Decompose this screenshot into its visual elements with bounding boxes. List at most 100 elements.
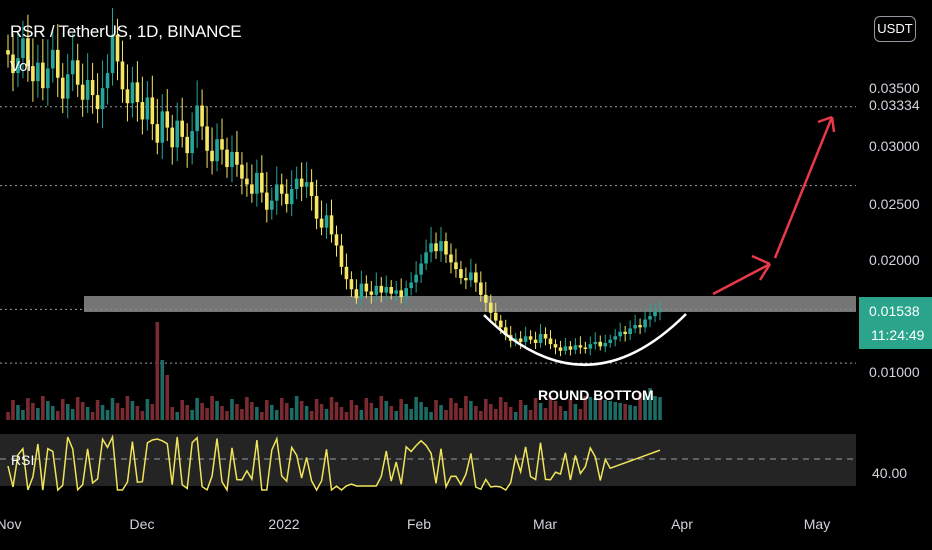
candle-body [200,105,204,127]
volume-bar [464,396,468,420]
volume-bar [359,410,364,420]
candle-body [474,272,478,283]
candle-body [374,285,379,295]
volume-bar [339,407,344,420]
candle-body [493,312,498,321]
candle-body [379,285,384,293]
candle-body [648,316,652,320]
candle-body [324,215,329,228]
candle-body [444,241,448,255]
last-price-value: 0.01538 [869,303,920,319]
volume-bar [50,406,55,420]
candle-body [185,136,189,154]
volume-bar [404,404,408,420]
volume-bar [309,411,314,420]
candle-body [250,184,254,194]
horizontal-levels [0,106,856,364]
volume-bar [265,400,269,420]
candle-body [439,241,443,252]
volume-bar [618,403,622,420]
volume-bar [110,398,115,420]
volume-bar [95,400,100,420]
volume-bar [439,405,443,420]
candle-body [359,283,364,299]
volume-bar [479,411,483,420]
currency-unit-button[interactable]: USDT [874,16,916,42]
x-tick-label: Apr [671,516,693,532]
x-tick-label: Feb [407,516,431,532]
volume-bar [459,408,463,420]
volume-bar [508,407,513,420]
volume-bar [299,401,304,420]
volume-bar [369,403,374,420]
candle-body [240,164,244,179]
candle-body [464,278,468,281]
candle-body [623,331,627,335]
candle-body [598,341,603,347]
rsi-indicator-label[interactable]: RSI [11,452,35,468]
candle-body [409,282,413,289]
candle-body [120,61,125,90]
candle-body [633,325,637,329]
volume-bar [399,399,403,420]
candle-body [255,172,259,194]
candle-body [36,62,40,82]
candle-body [155,124,160,143]
candle-body [160,111,165,143]
candle-body [339,245,344,267]
candle-body [394,290,399,294]
candle-body [165,111,170,128]
candle-body [618,331,622,337]
candle-body [85,80,90,100]
candle-body [364,283,369,292]
volume-bar [75,397,80,420]
volume-bar [150,404,155,420]
volume-bar [424,407,428,420]
volume-bar [269,405,274,420]
resistance-zone[interactable] [84,296,856,312]
candle-body [384,287,389,293]
candle-body [225,149,229,168]
volume-bar [240,409,244,420]
volume-bar [638,393,642,420]
volume-bar [484,399,488,420]
volume-bar [449,398,453,420]
volume-bar [140,411,145,420]
candle-body [414,274,418,283]
candle-body [220,139,224,150]
volume-bar [603,400,608,420]
volume-bar [608,401,613,420]
candle-body [553,344,558,348]
volume-indicator-label[interactable]: Vol [10,58,31,75]
candle-body [41,62,45,89]
volume-bar [349,400,354,420]
candle-body [578,345,583,348]
symbol-title[interactable]: RSR / TetherUS, 1D, BINANCE [10,22,242,41]
candle-body [115,34,120,62]
candle-body [269,200,274,210]
candle-body [498,320,503,328]
volume-bar [454,403,458,420]
candle-body [11,54,15,74]
candle-body [195,105,199,132]
volume-bar [215,401,219,420]
volume-bar [31,403,35,420]
candle-body [638,325,642,328]
candle-body [274,184,279,201]
volume-bar [533,398,538,420]
volume-bar [628,405,632,420]
candle-body [469,272,473,281]
volume-bar [125,396,130,420]
candle-body [658,310,662,313]
volume-bar [255,407,259,420]
candle-body [484,294,488,303]
volume-bar [115,403,120,420]
volume-bar [548,396,553,420]
candle-body [215,139,219,162]
candle-body [389,287,394,294]
volume-bar [324,409,329,420]
volume-bar [85,407,90,420]
candle-body [210,150,214,162]
